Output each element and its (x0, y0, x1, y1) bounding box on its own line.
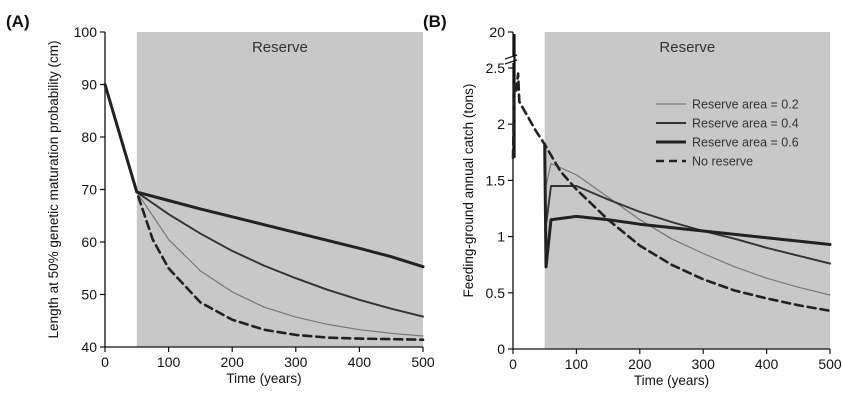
legend-label: Reserve area = 0.6 (692, 136, 799, 150)
y-tick-label: 90 (81, 77, 97, 93)
panel-label: (A) (6, 12, 30, 31)
x-tick-label: 200 (628, 356, 652, 372)
y-tick-label: 2 (497, 116, 505, 132)
reserve-label: Reserve (252, 39, 308, 56)
x-tick-label: 200 (221, 354, 245, 370)
legend-label: No reserve (692, 155, 753, 169)
x-tick-label: 0 (509, 356, 517, 372)
x-tick-label: 500 (411, 354, 435, 370)
legend-label: Reserve area = 0.4 (692, 117, 799, 131)
y-tick-label: 80 (81, 129, 97, 145)
axis-break-gap (505, 57, 517, 63)
series-line-reserve-area-0-2 (104, 83, 424, 337)
y-tick-label: 60 (81, 234, 97, 250)
x-tick-label: 100 (565, 356, 589, 372)
series-line-reserve-area-0-4 (543, 143, 831, 265)
x-tick-label: 400 (755, 356, 779, 372)
legend-label: Reserve area = 0.2 (692, 98, 799, 112)
reserve-label: Reserve (659, 39, 715, 56)
x-axis-title: Time (years) (634, 373, 709, 388)
series-line-no-reserve (103, 83, 425, 341)
y-axis-title: Feeding-ground annual catch (tons) (461, 84, 476, 298)
y-tick-label: 0.5 (486, 285, 506, 301)
x-tick-label: 300 (692, 356, 716, 372)
series-line-reserve-area-0-2 (544, 143, 831, 296)
x-tick-label: 400 (348, 354, 372, 370)
y-tick-label: 1 (497, 229, 505, 245)
series-line-reserve-area-0-6 (543, 142, 832, 269)
series-line-reserve-area-0-4 (104, 83, 424, 318)
y-tick-label: 1.5 (486, 172, 506, 188)
series-line-no-reserve (511, 72, 832, 313)
x-tick-label: 300 (284, 354, 308, 370)
y-tick-label: 2.5 (486, 60, 506, 76)
y-tick-label: 100 (74, 24, 98, 40)
panel-a: Reserve 0 100 200 300 400 500 Time (years) 40 50 6… (6, 12, 435, 386)
y-tick-label: 20 (489, 24, 505, 40)
y-tick-label: 50 (81, 287, 97, 303)
x-tick-label: 500 (818, 356, 842, 372)
series-line-reserve-area-0-6 (103, 83, 425, 269)
x-tick-label: 100 (157, 354, 181, 370)
y-tick-label: 70 (81, 182, 97, 198)
reserve-region (544, 32, 830, 349)
reserve-region (136, 32, 424, 347)
panel-b: Reserve 0 100 200 300 400 500 Time (years) 0 0.5 1… (423, 12, 842, 388)
y-axis-title: Length at 50% genetic maturation probabi… (46, 41, 61, 339)
panel-label: (B) (423, 12, 447, 31)
x-tick-label: 0 (101, 354, 109, 370)
y-tick-label: 40 (81, 339, 97, 355)
y-tick-label: 0 (497, 341, 505, 357)
x-axis-title: Time (years) (226, 371, 301, 386)
